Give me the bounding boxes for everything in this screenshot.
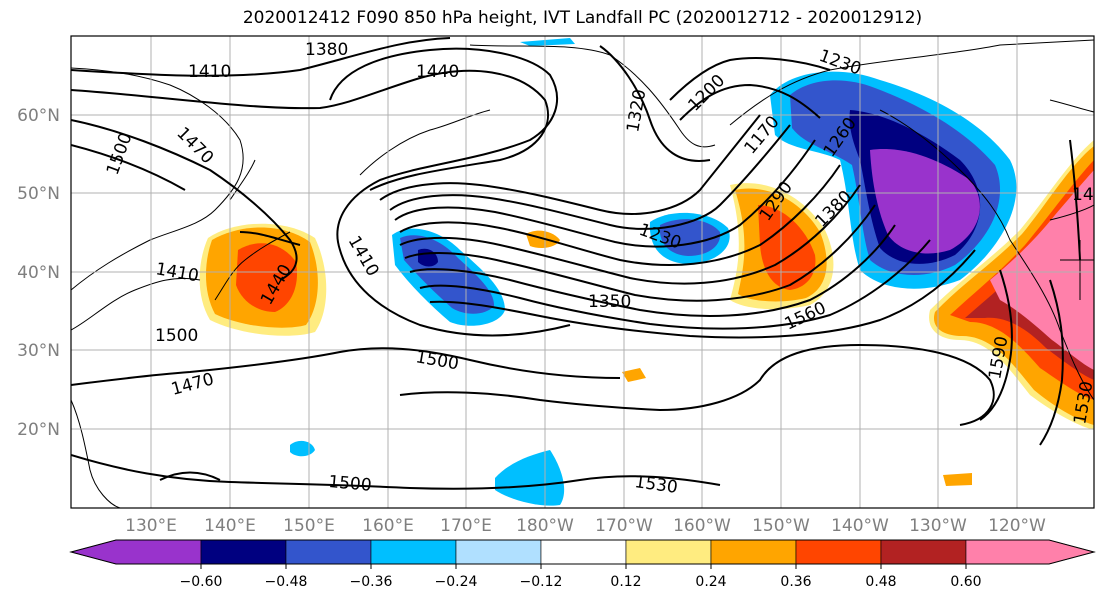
colorbar-segment: [370, 539, 457, 565]
latitude-labels: 60°N 50°N 40°N 30°N 20°N: [17, 106, 60, 440]
contour-label: 1380: [305, 40, 348, 60]
lon-label: 180°W: [516, 516, 574, 536]
contour-label: 1500: [155, 326, 198, 346]
lon-label: 140°W: [831, 516, 889, 536]
ivt-shading: [199, 38, 1094, 506]
lat-label: 40°N: [17, 263, 60, 283]
lon-label: 130°W: [909, 516, 967, 536]
lon-label: 150°E: [283, 516, 335, 536]
colorbar-tick-label: 0.48: [865, 574, 896, 590]
lat-label: 50°N: [17, 184, 60, 204]
colorbar-segment: [540, 539, 627, 565]
lon-label: 160°W: [673, 516, 731, 536]
lon-label: 160°E: [362, 516, 414, 536]
colorbar-tick-label: −0.12: [520, 574, 563, 590]
contour-label: 1500: [328, 472, 373, 496]
colorbar-segment: [455, 539, 542, 565]
colorbar-tick-label: 0.24: [695, 574, 726, 590]
lon-label: 170°W: [595, 516, 653, 536]
colorbar-tick-label: −0.48: [265, 574, 308, 590]
contour-label: 1440: [416, 62, 459, 82]
lon-label: 120°W: [988, 516, 1046, 536]
lat-label: 20°N: [17, 420, 60, 440]
lat-label: 30°N: [17, 341, 60, 361]
colorbar-tick-label: 0.36: [780, 574, 811, 590]
longitude-labels: 130°E 140°E 150°E 160°E 170°E 180°W 170°…: [125, 516, 1046, 536]
height-contours: [71, 37, 1081, 490]
colorbar-tick-label: 0.60: [950, 574, 981, 590]
colorbar-segment: [69, 539, 202, 565]
colorbar-segment: [880, 539, 967, 565]
contour-label: 14: [1072, 185, 1094, 205]
colorbar-tick-label: −0.60: [180, 574, 223, 590]
contour-label: 1530: [1070, 380, 1097, 426]
contour-label: 1410: [188, 62, 231, 82]
colorbar-segment: [710, 539, 797, 565]
coastlines: [71, 39, 1094, 508]
colorbar-segment: [795, 539, 882, 565]
lon-label: 150°W: [752, 516, 810, 536]
colorbar-segment: [965, 539, 1096, 565]
colorbar-segment: [285, 539, 372, 565]
colorbar-segment: [625, 539, 712, 565]
map-title: 2020012412 F090 850 hPa height, IVT Land…: [242, 8, 923, 28]
lon-label: 170°E: [440, 516, 492, 536]
lon-label: 140°E: [204, 516, 256, 536]
colorbar-tick-label: −0.36: [350, 574, 393, 590]
colorbar-tick-label: −0.24: [435, 574, 478, 590]
contour-label: 1350: [588, 292, 631, 312]
lon-label: 130°E: [125, 516, 177, 536]
colorbar-segment: [200, 539, 287, 565]
colorbar-tick-label: 0.12: [610, 574, 641, 590]
lat-label: 60°N: [17, 106, 60, 126]
colorbar: −0.60 −0.48 −0.36 −0.24 −0.12 0.12 0.24 …: [69, 539, 1096, 590]
